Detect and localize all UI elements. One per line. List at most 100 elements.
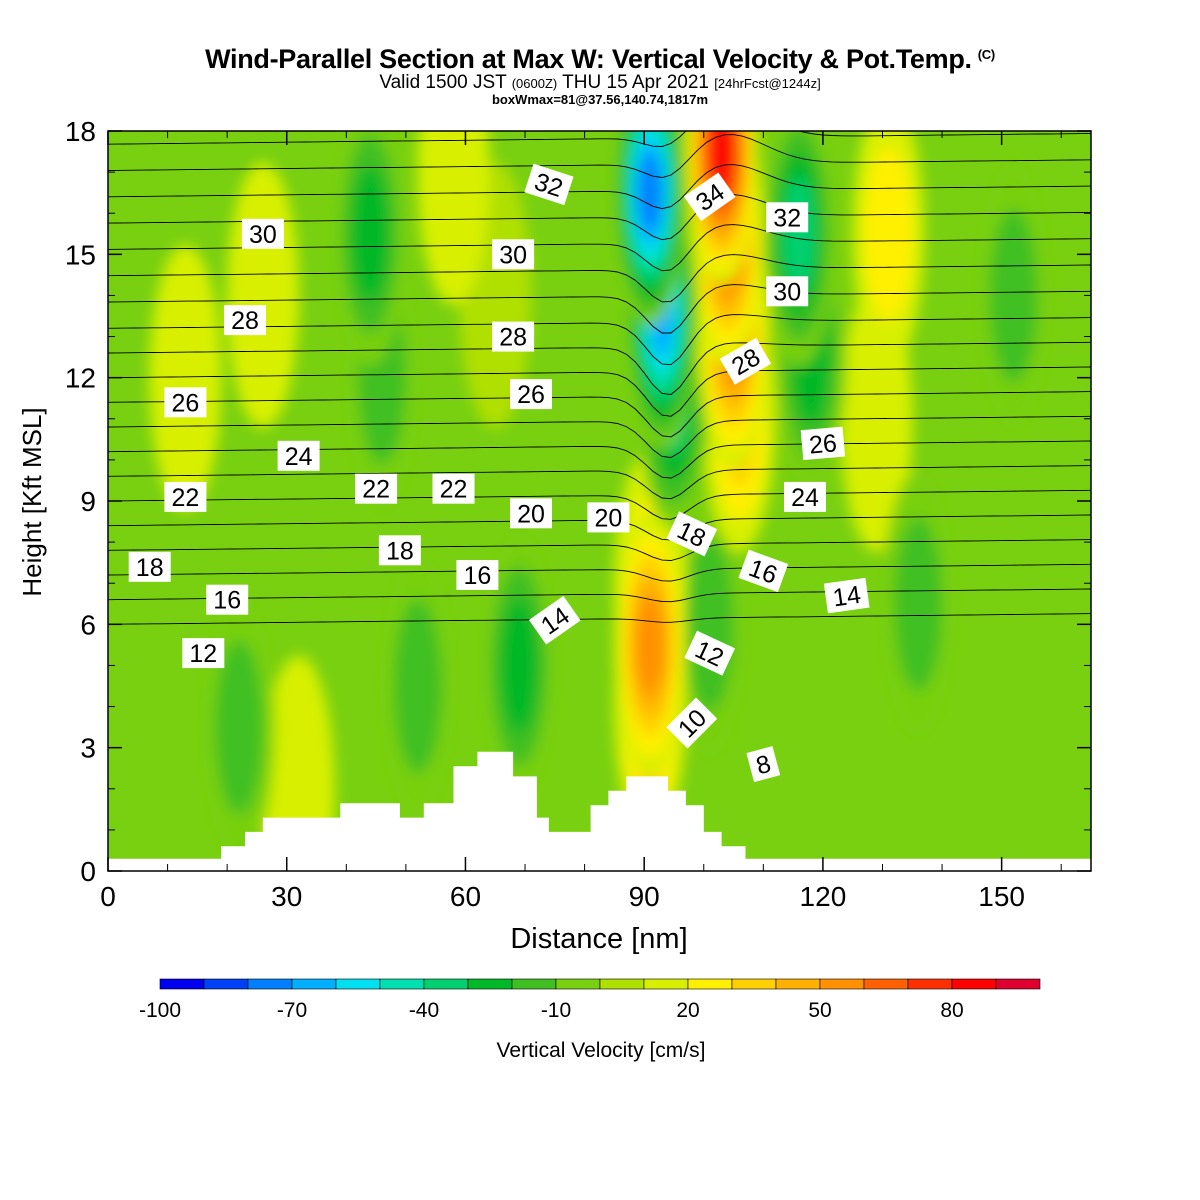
theta-label-text: 22 — [362, 476, 390, 504]
theta-contour — [108, 314, 1091, 366]
x-tick-label: 90 — [629, 881, 660, 912]
colorbar-tick-label: 20 — [676, 999, 699, 1022]
chart-title-text: Wind-Parallel Section at Max W: Vertical… — [205, 44, 972, 74]
theta-contour — [108, 539, 1091, 561]
theta-label-text: 30 — [773, 278, 801, 306]
chart-title-tag: (C) — [977, 47, 995, 62]
valid-date: THU 15 Apr 2021 — [562, 72, 709, 93]
colorbar-bin — [599, 978, 645, 990]
colorbar-bin — [291, 978, 337, 990]
theta-label-text: 24 — [791, 484, 819, 512]
valid-time: Valid 1500 JST (0600Z) THU 15 Apr 2021 [… — [0, 72, 1200, 94]
theta-contour — [108, 341, 1091, 395]
velocity-blob — [262, 655, 335, 871]
theta-label: 12 — [684, 630, 736, 676]
colorbar-bin — [555, 978, 601, 990]
theta-label: 30 — [492, 239, 535, 270]
theta-contour — [108, 131, 1091, 147]
chart-title: Wind-Parallel Section at Max W: Vertical… — [0, 44, 1200, 75]
box-info: boxWmax=81@37.56,140.74,1817m — [491, 92, 709, 107]
colorbar-label: Vertical Velocity [cm/s] — [497, 1039, 706, 1062]
theta-contour — [108, 52, 1091, 92]
colorbar-bin — [995, 978, 1041, 990]
theta-label-text: 12 — [189, 640, 217, 668]
colorbar-bin — [203, 978, 249, 990]
vertical-velocity-field — [108, 131, 1091, 871]
theta-label: 18 — [128, 551, 171, 582]
theta-label: 16 — [456, 560, 499, 590]
theta-label-text: 22 — [171, 484, 199, 512]
theta-contour — [108, 391, 1091, 438]
theta-label: 8 — [746, 746, 781, 783]
theta-label-text: 16 — [213, 587, 241, 615]
theta-label: 20 — [510, 498, 552, 529]
theta-label: 26 — [510, 379, 552, 410]
theta-label-text: 26 — [171, 389, 199, 417]
theta-label-text: 28 — [231, 307, 259, 335]
theta-label-text: 20 — [517, 500, 545, 528]
theta-contour — [108, 415, 1091, 458]
theta-label: 14 — [823, 577, 870, 614]
theta-label-text: 18 — [386, 537, 414, 565]
theta-label-text: 22 — [440, 476, 468, 504]
valid-prefix: Valid 1500 JST — [379, 72, 507, 93]
theta-label-text: 30 — [499, 241, 527, 269]
theta-label: 22 — [164, 481, 207, 512]
y-axis-label: Height [Kft MSL] — [17, 407, 47, 596]
velocity-blob — [226, 162, 299, 429]
theta-label: 22 — [355, 473, 398, 504]
theta-label-text: 24 — [285, 443, 313, 471]
theta-contour — [108, 613, 1091, 625]
colorbar-bin — [511, 978, 557, 990]
theta-label: 24 — [784, 481, 826, 512]
forecast-tag: [24hrFcst@1244z] — [714, 76, 821, 91]
theta-label-text: 28 — [499, 324, 527, 352]
theta-contour — [108, 164, 1091, 210]
colorbar-tick-label: -40 — [409, 999, 439, 1022]
y-tick-label: 18 — [65, 116, 96, 147]
x-tick-label: 120 — [800, 881, 847, 912]
velocity-blob — [417, 131, 490, 306]
velocity-blob — [638, 154, 662, 231]
y-tick-label: 6 — [80, 609, 96, 640]
theta-label: 30 — [241, 218, 284, 249]
velocity-blob — [783, 177, 816, 291]
theta-label: 24 — [277, 440, 320, 471]
theta-label-text: 26 — [808, 429, 838, 459]
colorbar-bin — [731, 978, 777, 990]
theta-label: 20 — [587, 502, 630, 533]
theta-label: 30 — [766, 276, 809, 307]
theta-label-text: 16 — [463, 562, 491, 590]
theta-label: 16 — [206, 584, 249, 615]
theta-contour — [108, 465, 1091, 500]
y-tick-label: 12 — [65, 363, 96, 394]
colorbar-bin — [379, 978, 425, 990]
colorbar-tick-label: -10 — [541, 999, 571, 1022]
velocity-blob — [989, 208, 1038, 383]
x-axis-label: Distance [nm] — [510, 923, 687, 955]
velocity-blob — [149, 244, 222, 511]
theta-contour — [108, 588, 1091, 603]
theta-label-text: 26 — [517, 381, 545, 409]
theta-contour — [108, 134, 1091, 178]
velocity-blob — [635, 595, 665, 695]
y-tick-label: 3 — [80, 733, 96, 764]
theta-contour — [108, 284, 1091, 334]
colorbar-tick-label: -100 — [139, 999, 181, 1022]
x-tick-label: 30 — [271, 881, 302, 912]
colorbar-bin — [687, 978, 733, 990]
theta-contour — [108, 489, 1091, 520]
velocity-blob — [500, 598, 538, 733]
theta-contour — [108, 366, 1091, 417]
velocity-blob — [215, 640, 264, 815]
theta-label-text: 14 — [831, 581, 863, 613]
y-tick-label: 9 — [80, 486, 96, 517]
colorbar-bin — [951, 978, 997, 990]
velocity-blob — [864, 146, 913, 321]
valid-zulu: (0600Z) — [511, 76, 558, 91]
colorbar-bin — [863, 978, 909, 990]
terrain-mask — [108, 751, 1091, 871]
